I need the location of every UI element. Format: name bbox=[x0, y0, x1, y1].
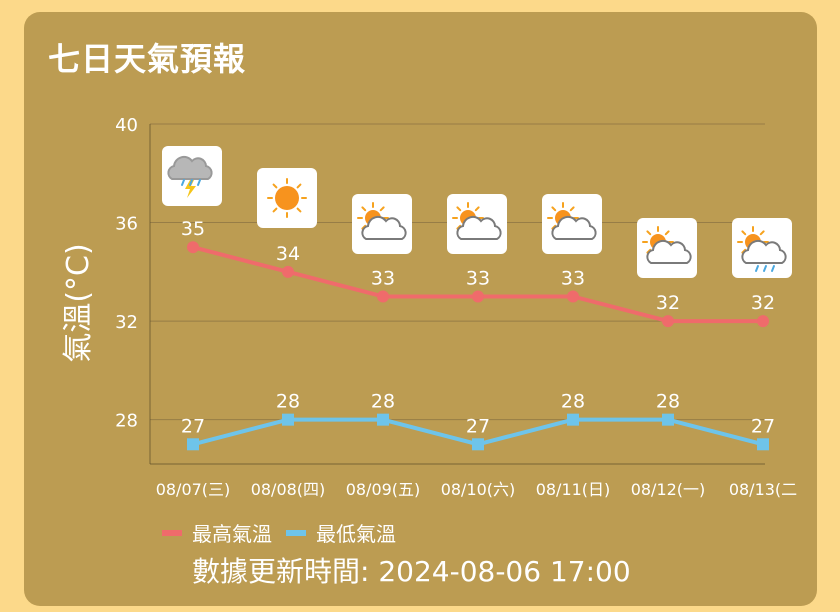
sun-ray bbox=[474, 206, 480, 212]
sun-ray bbox=[296, 183, 302, 189]
data-label-high: 34 bbox=[276, 243, 300, 265]
x-tick-label: 08/07(三) bbox=[156, 480, 231, 499]
data-label-low: 28 bbox=[561, 391, 585, 413]
data-label-low: 28 bbox=[656, 391, 680, 413]
data-point-high bbox=[377, 290, 389, 303]
chart-legend: 最高氣溫 最低氣溫 bbox=[162, 518, 410, 547]
data-label-high: 32 bbox=[751, 292, 775, 314]
data-point-high bbox=[757, 315, 769, 328]
sun-ray bbox=[664, 230, 670, 236]
data-label-high: 35 bbox=[181, 218, 205, 240]
rain-drop bbox=[763, 265, 767, 272]
x-tick-label: 08/11(日) bbox=[536, 480, 611, 499]
data-point-low bbox=[662, 413, 674, 426]
rain-drop bbox=[197, 179, 201, 186]
data-label-high: 33 bbox=[371, 267, 395, 289]
sun-ray bbox=[456, 206, 462, 212]
x-tick-label: 08/12(一) bbox=[631, 480, 706, 499]
data-point-low bbox=[187, 438, 199, 451]
data-point-high bbox=[472, 290, 484, 303]
y-axis-label: 氣溫(°C) bbox=[61, 243, 96, 362]
y-tick-label: 32 bbox=[115, 312, 138, 333]
legend-label-high: 最高氣溫 bbox=[192, 522, 272, 546]
partly-cloudy-icon bbox=[637, 218, 697, 278]
thunder-rain-icon bbox=[162, 146, 222, 206]
sun-ray bbox=[361, 206, 367, 212]
sun-ray bbox=[272, 183, 278, 189]
y-tick-label: 28 bbox=[115, 411, 138, 432]
sun-ray bbox=[296, 207, 302, 213]
cloud-shape bbox=[167, 155, 213, 180]
data-point-high bbox=[662, 315, 674, 328]
x-tick-label: 08/10(六) bbox=[441, 480, 516, 499]
update-time: 數據更新時間: 2024-08-06 17:00 bbox=[192, 555, 631, 588]
partly-cloudy-icon bbox=[542, 194, 602, 254]
sun-ray bbox=[551, 206, 557, 212]
data-point-low bbox=[282, 413, 294, 426]
cloud-shape bbox=[646, 239, 692, 264]
x-tick-label: 08/08(四) bbox=[251, 480, 326, 499]
sun-disc bbox=[275, 186, 299, 210]
partly-cloudy-icon bbox=[447, 194, 507, 254]
data-point-low bbox=[472, 438, 484, 451]
sun-ray bbox=[272, 207, 278, 213]
sunny-icon bbox=[257, 168, 317, 228]
forecast-card bbox=[24, 12, 817, 606]
rain-drop bbox=[755, 265, 759, 272]
data-point-low bbox=[567, 413, 579, 426]
x-tick-label: 08/09(五) bbox=[346, 480, 421, 499]
data-point-low bbox=[757, 438, 769, 451]
sun-ray bbox=[759, 230, 765, 236]
sun-ray bbox=[646, 230, 652, 236]
cloud-shape bbox=[741, 239, 787, 264]
data-point-low bbox=[377, 413, 389, 426]
partly-cloudy-icon bbox=[352, 194, 412, 254]
data-label-low: 28 bbox=[371, 391, 395, 413]
data-label-low: 27 bbox=[181, 415, 205, 437]
data-label-high: 32 bbox=[656, 292, 680, 314]
cloud-shape bbox=[551, 215, 597, 240]
data-point-high bbox=[187, 241, 199, 254]
y-tick-label: 36 bbox=[115, 214, 138, 235]
x-tick-label: 08/13(二 bbox=[729, 480, 797, 499]
legend-swatch-low bbox=[286, 529, 306, 536]
data-label-low: 27 bbox=[466, 415, 490, 437]
legend-item-high[interactable]: 最高氣溫 bbox=[162, 518, 272, 547]
legend-item-low[interactable]: 最低氣溫 bbox=[286, 518, 396, 547]
rain-drop bbox=[181, 179, 185, 186]
sun-ray bbox=[569, 206, 575, 212]
sun-ray bbox=[379, 206, 385, 212]
rain-drop bbox=[771, 265, 775, 272]
legend-label-low: 最低氣溫 bbox=[316, 522, 396, 546]
lightning-bolt bbox=[185, 180, 196, 198]
cloud-shape bbox=[456, 215, 502, 240]
data-label-low: 28 bbox=[276, 391, 300, 413]
data-label-high: 33 bbox=[561, 267, 585, 289]
data-point-high bbox=[282, 265, 294, 278]
data-label-low: 27 bbox=[751, 415, 775, 437]
rain-drop bbox=[189, 179, 193, 186]
chart-title: 七日天氣預報 bbox=[48, 40, 247, 78]
sun-ray bbox=[741, 230, 747, 236]
data-point-high bbox=[567, 290, 579, 303]
y-tick-label: 40 bbox=[115, 115, 138, 136]
partly-cloudy-rain-icon bbox=[732, 218, 792, 278]
cloud-shape bbox=[361, 215, 407, 240]
legend-swatch-high bbox=[162, 529, 182, 536]
data-label-high: 33 bbox=[466, 267, 490, 289]
